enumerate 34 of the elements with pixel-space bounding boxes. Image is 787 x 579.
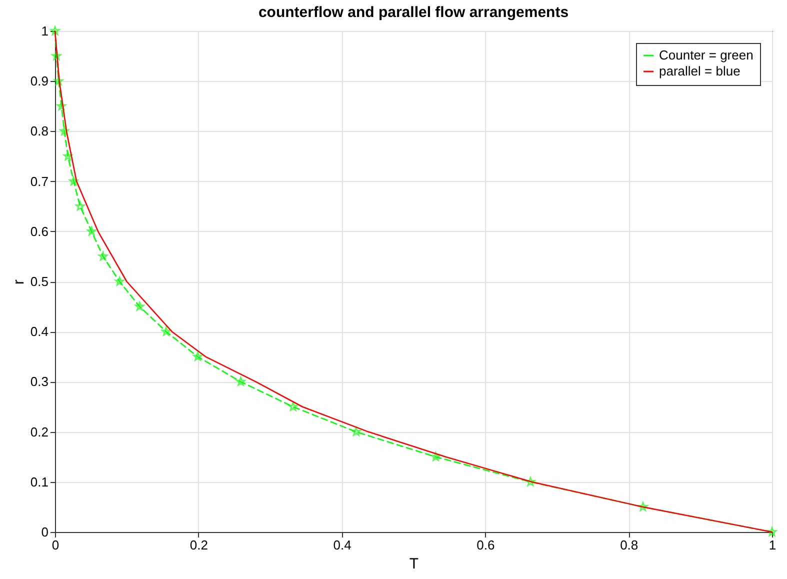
x-tick-label: 1 bbox=[768, 538, 776, 552]
y-tick-label: 0.3 bbox=[30, 374, 48, 390]
point bbox=[56, 101, 66, 110]
y-tick-label: 0.2 bbox=[30, 424, 48, 440]
x-axis-title: T bbox=[409, 556, 419, 572]
y-tick-label: 0 bbox=[41, 524, 48, 540]
point bbox=[114, 276, 124, 286]
point bbox=[288, 402, 298, 411]
point bbox=[54, 76, 64, 86]
point bbox=[63, 151, 73, 160]
point bbox=[98, 252, 108, 260]
x-tick-label: 0.8 bbox=[620, 538, 638, 552]
y-tick-label: 1 bbox=[41, 24, 48, 38]
legend-label: Counter = green bbox=[659, 48, 754, 62]
point bbox=[52, 51, 62, 60]
point bbox=[75, 202, 85, 210]
y-tick-label: 0.6 bbox=[30, 224, 48, 239]
x-tick-label: 0.6 bbox=[476, 538, 495, 552]
point bbox=[134, 302, 144, 311]
y-tick-label: 0.1 bbox=[30, 474, 48, 490]
x-tick-label: 0.2 bbox=[190, 538, 208, 552]
point bbox=[638, 502, 648, 511]
y-tick-label: 0.4 bbox=[30, 324, 48, 340]
point bbox=[86, 226, 96, 236]
point bbox=[352, 426, 361, 436]
y-tick-label: 0.8 bbox=[30, 124, 48, 139]
y-axis-title: r bbox=[10, 280, 28, 284]
x-tick-label: 0.4 bbox=[333, 538, 352, 552]
y-tick-label: 0.5 bbox=[30, 274, 48, 289]
chart-title: counterflow and parallel flow arrangements bbox=[258, 4, 569, 22]
y-tick-label: 0.9 bbox=[30, 74, 48, 89]
y-tick-label: 0.7 bbox=[30, 174, 48, 189]
legend-label: parallel = blue bbox=[659, 64, 740, 78]
x-tick-label: 0 bbox=[52, 538, 60, 552]
